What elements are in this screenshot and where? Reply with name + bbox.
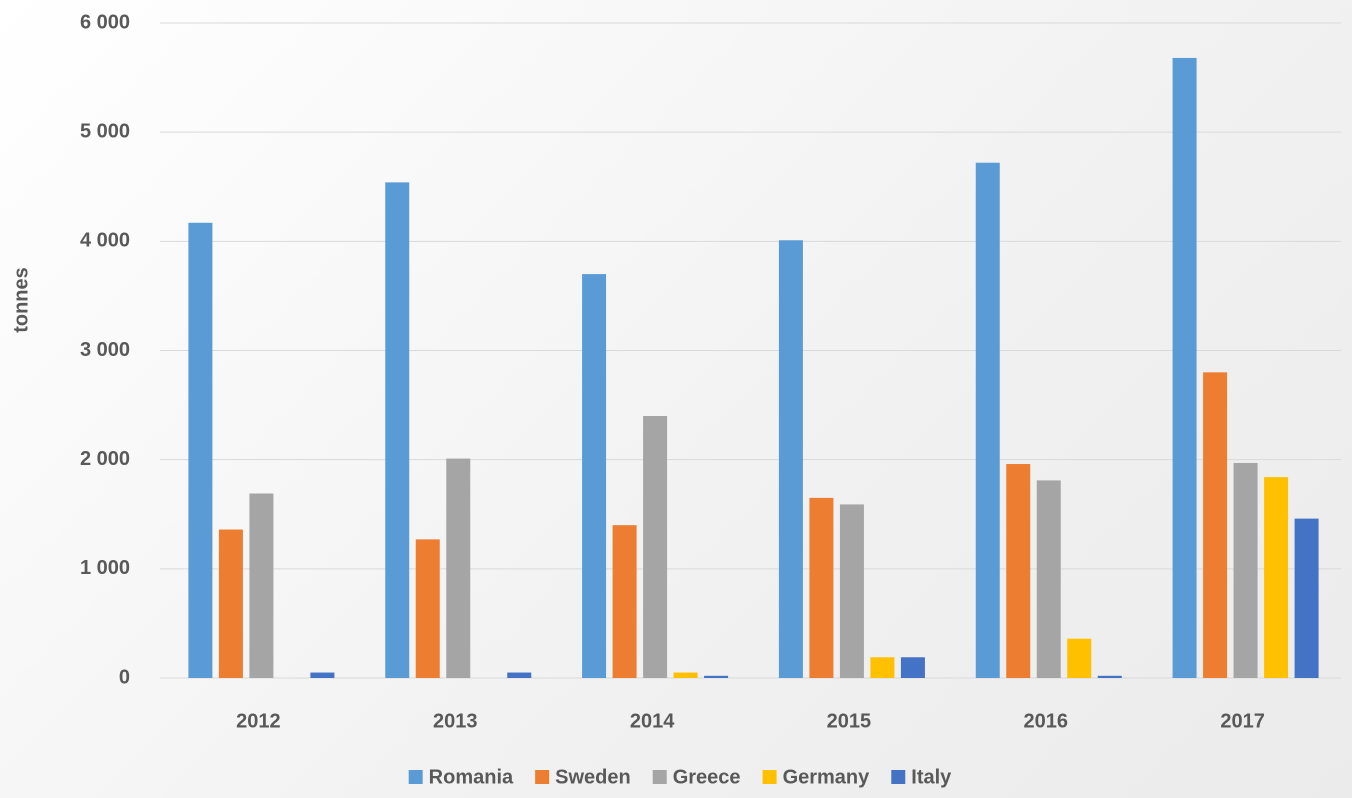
y-tick-label: 1 000 (80, 557, 130, 579)
x-tick-label: 2016 (1024, 710, 1069, 732)
bar (1233, 462, 1258, 678)
bar (839, 504, 864, 678)
bar (1006, 464, 1031, 678)
y-axis-label: tonnes (10, 267, 32, 333)
bar (249, 493, 274, 678)
bar (385, 182, 410, 678)
bar (673, 672, 698, 678)
bar (1172, 57, 1197, 678)
legend-label: Italy (911, 766, 952, 788)
x-tick-label: 2017 (1220, 710, 1265, 732)
y-tick-label: 3 000 (80, 339, 130, 361)
bar (1203, 372, 1228, 678)
bar (778, 240, 803, 678)
legend-label: Romania (429, 766, 514, 788)
bar (900, 657, 925, 678)
y-tick-label: 5 000 (80, 120, 130, 142)
bar (1067, 638, 1092, 678)
legend-swatch (652, 770, 667, 784)
bar (188, 222, 213, 678)
x-tick-label: 2015 (827, 710, 872, 732)
bar (582, 274, 607, 678)
y-tick-label: 6 000 (80, 11, 130, 33)
bar (975, 162, 1000, 678)
bar (1264, 477, 1289, 678)
legend-swatch (408, 770, 423, 784)
y-tick-label: 0 (119, 666, 130, 688)
legend-label: Sweden (555, 766, 631, 788)
bar (310, 672, 335, 678)
y-tick-label: 2 000 (80, 448, 130, 470)
bar (1036, 480, 1061, 678)
legend-swatch (891, 770, 906, 784)
bar (643, 416, 668, 678)
bar (507, 672, 532, 678)
bar (704, 675, 729, 678)
legend-label: Germany (783, 766, 871, 788)
bar (446, 458, 471, 678)
bar (1294, 518, 1319, 678)
x-tick-label: 2013 (433, 710, 478, 732)
bar (1097, 675, 1122, 678)
bar (218, 529, 243, 678)
x-tick-label: 2014 (630, 710, 675, 732)
bar (809, 497, 834, 678)
legend-label: Greece (673, 766, 741, 788)
legend-swatch (762, 770, 777, 784)
bar (612, 525, 637, 678)
x-tick-label: 2012 (236, 710, 281, 732)
legend-swatch (535, 770, 550, 784)
y-tick-label: 4 000 (80, 230, 130, 252)
bar (870, 657, 895, 678)
bar (415, 539, 440, 678)
